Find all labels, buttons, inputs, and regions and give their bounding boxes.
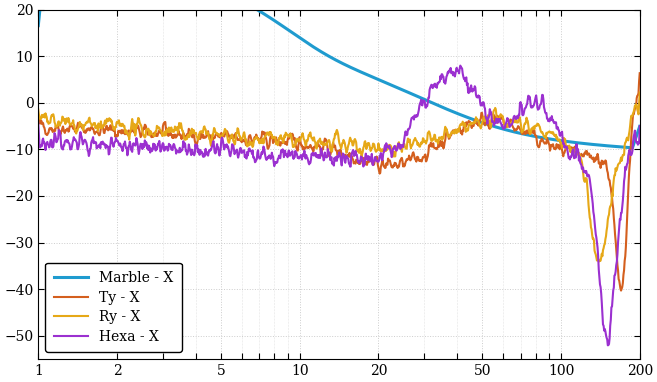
Marble - X [448,109,456,113]
Ry - X [595,259,602,264]
Hexa - X [604,343,612,348]
Hexa - X [457,63,464,68]
Hexa - X [277,148,285,152]
Ry - X [299,134,307,138]
Hexa - X [447,71,455,76]
Ty - X [34,113,42,117]
Ry - X [96,122,104,126]
Marble - X [514,131,522,135]
Marble - X [504,128,512,133]
Line: Ty - X: Ty - X [38,73,640,291]
Ty - X [503,123,511,128]
Hexa - X [636,124,644,128]
Ty - X [299,147,307,152]
Ry - X [34,107,42,112]
Ry - X [503,122,511,126]
Hexa - X [96,142,104,147]
Ry - X [636,90,644,95]
Hexa - X [504,117,512,121]
Ty - X [277,141,285,145]
Marble - X [278,23,286,28]
Marble - X [629,146,637,150]
Ty - X [617,288,625,293]
Hexa - X [514,112,522,117]
Ty - X [447,133,455,137]
Line: Hexa - X: Hexa - X [38,66,640,345]
Legend: Marble - X, Ty - X, Ry - X, Hexa - X: Marble - X, Ty - X, Ry - X, Hexa - X [45,263,182,352]
Ry - X [277,137,285,141]
Line: Ry - X: Ry - X [38,92,640,262]
Marble - X [636,124,644,129]
Marble - X [34,23,42,28]
Hexa - X [34,121,42,126]
Ry - X [447,131,455,136]
Ry - X [514,120,522,125]
Marble - X [300,38,307,43]
Ty - X [636,71,644,76]
Ty - X [96,133,104,138]
Hexa - X [299,152,307,156]
Ty - X [514,124,522,128]
Line: Marble - X: Marble - X [38,0,640,148]
